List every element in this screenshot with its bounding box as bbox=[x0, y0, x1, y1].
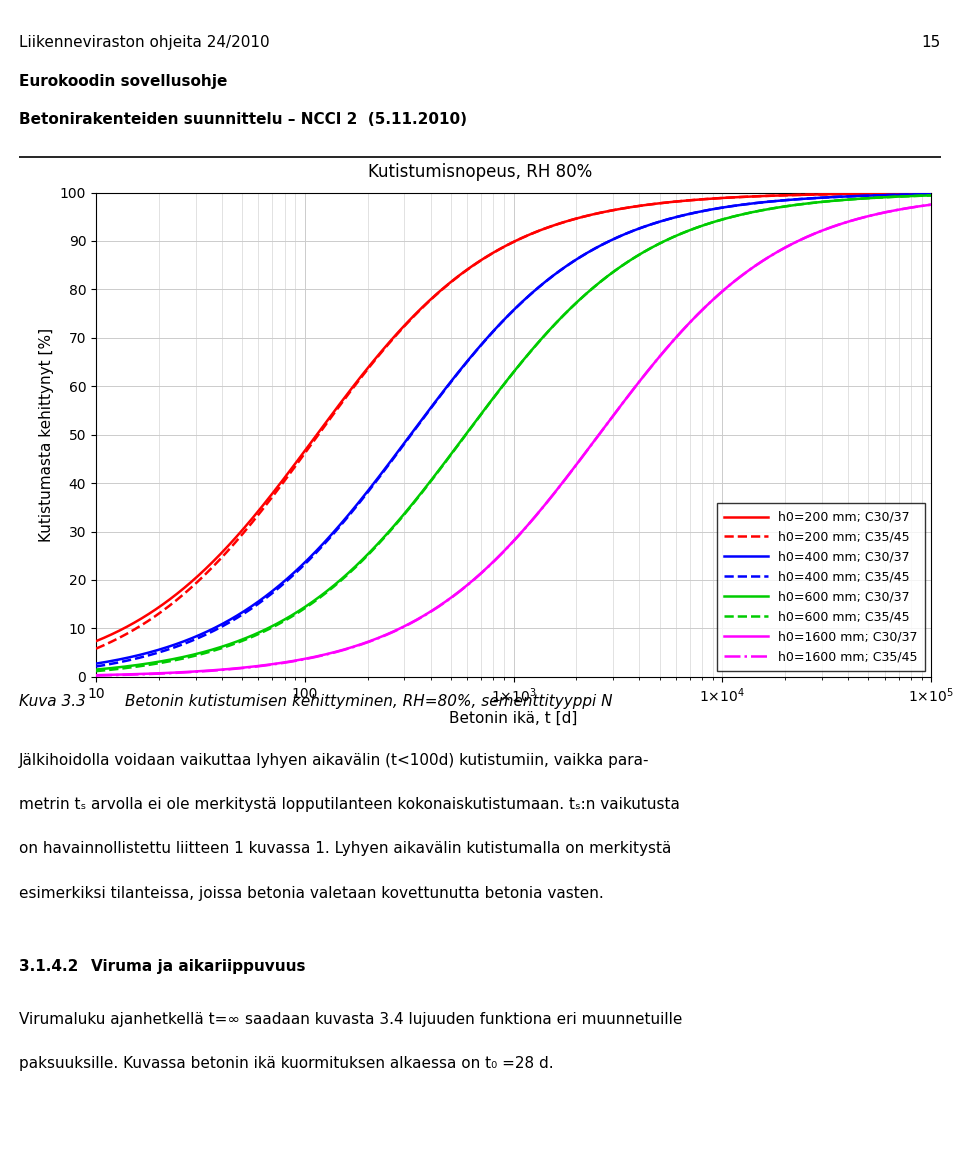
h0=400 mm; C35/45 bbox=[901, 188, 913, 202]
h0=600 mm; C35/45 bbox=[900, 189, 912, 203]
Text: on havainnollistettu liitteen 1 kuvassa 1. Lyhyen aikavälin kutistumalla on merk: on havainnollistettu liitteen 1 kuvassa … bbox=[19, 841, 672, 857]
h0=1600 mm; C30/37 bbox=[474, 567, 486, 581]
Text: paksuuksille. Kuvassa betonin ikä kuormituksen alkaessa on t₀ =28 d.: paksuuksille. Kuvassa betonin ikä kuormi… bbox=[19, 1056, 554, 1071]
h0=200 mm; C35/45 bbox=[900, 187, 912, 201]
h0=1600 mm; C30/37 bbox=[90, 669, 102, 683]
Y-axis label: Kutistumasta kehittynyt [%]: Kutistumasta kehittynyt [%] bbox=[39, 328, 55, 541]
h0=400 mm; C30/37 bbox=[496, 315, 508, 329]
h0=1600 mm; C35/45 bbox=[132, 668, 144, 682]
h0=600 mm; C30/37 bbox=[496, 379, 508, 393]
h0=600 mm; C30/37 bbox=[900, 189, 912, 203]
h0=400 mm; C30/37 bbox=[748, 196, 759, 210]
Line: h0=200 mm; C30/37: h0=200 mm; C30/37 bbox=[96, 193, 931, 641]
Text: Viruma ja aikariippuvuus: Viruma ja aikariippuvuus bbox=[91, 959, 305, 974]
h0=200 mm; C30/37 bbox=[748, 189, 759, 203]
h0=600 mm; C30/37 bbox=[474, 408, 486, 422]
h0=600 mm; C35/45 bbox=[90, 664, 102, 678]
Line: h0=1600 mm; C30/37: h0=1600 mm; C30/37 bbox=[96, 204, 931, 676]
h0=1600 mm; C30/37 bbox=[748, 260, 759, 274]
h0=600 mm; C30/37 bbox=[132, 658, 144, 672]
Line: h0=400 mm; C35/45: h0=400 mm; C35/45 bbox=[96, 194, 931, 666]
h0=400 mm; C35/45 bbox=[748, 196, 759, 210]
h0=600 mm; C35/45 bbox=[132, 659, 144, 673]
h0=200 mm; C30/37 bbox=[925, 186, 937, 200]
h0=1600 mm; C30/37 bbox=[900, 201, 912, 215]
h0=1600 mm; C35/45 bbox=[900, 201, 912, 215]
Line: h0=200 mm; C35/45: h0=200 mm; C35/45 bbox=[96, 193, 931, 649]
h0=400 mm; C30/37 bbox=[474, 340, 486, 354]
Text: 15: 15 bbox=[922, 35, 941, 50]
h0=400 mm; C35/45 bbox=[90, 659, 102, 673]
h0=600 mm; C35/45 bbox=[474, 408, 486, 422]
h0=1600 mm; C35/45 bbox=[474, 567, 486, 581]
Text: Betonin kutistumisen kehittyminen, RH=80%, sementtityyppi N: Betonin kutistumisen kehittyminen, RH=80… bbox=[125, 694, 612, 710]
h0=1600 mm; C30/37 bbox=[925, 197, 937, 211]
h0=600 mm; C30/37 bbox=[748, 205, 759, 219]
h0=1600 mm; C30/37 bbox=[132, 668, 144, 682]
Text: Jälkihoidolla voidaan vaikuttaa lyhyen aikavälin (t<100d) kutistumiin, vaikka pa: Jälkihoidolla voidaan vaikuttaa lyhyen a… bbox=[19, 753, 650, 768]
Text: metrin tₛ arvolla ei ole merkitystä lopputilanteen kokonaiskutistumaan. tₛ:n vai: metrin tₛ arvolla ei ole merkitystä lopp… bbox=[19, 797, 680, 812]
h0=200 mm; C30/37 bbox=[901, 187, 913, 201]
h0=1600 mm; C30/37 bbox=[901, 201, 913, 215]
h0=400 mm; C35/45 bbox=[474, 340, 486, 354]
h0=1600 mm; C35/45 bbox=[925, 197, 937, 211]
h0=1600 mm; C35/45 bbox=[90, 669, 102, 683]
h0=200 mm; C30/37 bbox=[496, 240, 508, 254]
h0=200 mm; C35/45 bbox=[496, 240, 508, 254]
h0=1600 mm; C30/37 bbox=[496, 546, 508, 560]
h0=200 mm; C30/37 bbox=[900, 187, 912, 201]
h0=400 mm; C35/45 bbox=[925, 187, 937, 201]
Text: Kuva 3.3: Kuva 3.3 bbox=[19, 694, 86, 710]
h0=200 mm; C35/45 bbox=[901, 187, 913, 201]
h0=600 mm; C35/45 bbox=[748, 205, 759, 219]
Line: h0=600 mm; C30/37: h0=600 mm; C30/37 bbox=[96, 195, 931, 670]
h0=400 mm; C30/37 bbox=[900, 188, 912, 202]
Legend: h0=200 mm; C30/37, h0=200 mm; C35/45, h0=400 mm; C30/37, h0=400 mm; C35/45, h0=6: h0=200 mm; C30/37, h0=200 mm; C35/45, h0… bbox=[717, 503, 924, 671]
h0=200 mm; C30/37 bbox=[474, 254, 486, 268]
h0=400 mm; C35/45 bbox=[496, 315, 508, 329]
h0=400 mm; C35/45 bbox=[900, 188, 912, 202]
h0=200 mm; C35/45 bbox=[90, 642, 102, 656]
Text: Virumaluku ajanhetkellä t=∞ saadaan kuvasta 3.4 lujuuden funktiona eri muunnetui: Virumaluku ajanhetkellä t=∞ saadaan kuva… bbox=[19, 1012, 683, 1027]
h0=600 mm; C30/37 bbox=[90, 663, 102, 677]
h0=200 mm; C35/45 bbox=[132, 620, 144, 634]
Text: Betonirakenteiden suunnittelu – NCCI 2  (5.11.2010): Betonirakenteiden suunnittelu – NCCI 2 (… bbox=[19, 112, 468, 127]
Line: h0=400 mm; C30/37: h0=400 mm; C30/37 bbox=[96, 194, 931, 664]
Text: Kutistumisnopeus, RH 80%: Kutistumisnopeus, RH 80% bbox=[368, 163, 592, 181]
h0=200 mm; C35/45 bbox=[748, 189, 759, 203]
Text: esimerkiksi tilanteissa, joissa betonia valetaan kovettunutta betonia vasten.: esimerkiksi tilanteissa, joissa betonia … bbox=[19, 886, 604, 901]
h0=600 mm; C35/45 bbox=[925, 188, 937, 202]
Line: h0=600 mm; C35/45: h0=600 mm; C35/45 bbox=[96, 195, 931, 671]
h0=600 mm; C35/45 bbox=[901, 189, 913, 203]
h0=400 mm; C30/37 bbox=[901, 188, 913, 202]
h0=400 mm; C30/37 bbox=[132, 648, 144, 662]
h0=1600 mm; C35/45 bbox=[748, 260, 759, 274]
Text: Eurokoodin sovellusohje: Eurokoodin sovellusohje bbox=[19, 74, 228, 89]
h0=200 mm; C30/37 bbox=[90, 634, 102, 648]
h0=400 mm; C30/37 bbox=[925, 187, 937, 201]
Text: Liikenneviraston ohjeita 24/2010: Liikenneviraston ohjeita 24/2010 bbox=[19, 35, 270, 50]
h0=600 mm; C30/37 bbox=[925, 188, 937, 202]
h0=1600 mm; C35/45 bbox=[901, 201, 913, 215]
Line: h0=1600 mm; C35/45: h0=1600 mm; C35/45 bbox=[96, 204, 931, 676]
Text: 3.1.4.2: 3.1.4.2 bbox=[19, 959, 79, 974]
X-axis label: Betonin ikä, t [d]: Betonin ikä, t [d] bbox=[449, 711, 578, 726]
h0=400 mm; C30/37 bbox=[90, 657, 102, 671]
h0=600 mm; C30/37 bbox=[901, 189, 913, 203]
h0=600 mm; C35/45 bbox=[496, 379, 508, 393]
h0=400 mm; C35/45 bbox=[132, 651, 144, 665]
h0=200 mm; C30/37 bbox=[132, 613, 144, 627]
h0=1600 mm; C35/45 bbox=[496, 546, 508, 560]
h0=200 mm; C35/45 bbox=[474, 254, 486, 268]
h0=200 mm; C35/45 bbox=[925, 186, 937, 200]
